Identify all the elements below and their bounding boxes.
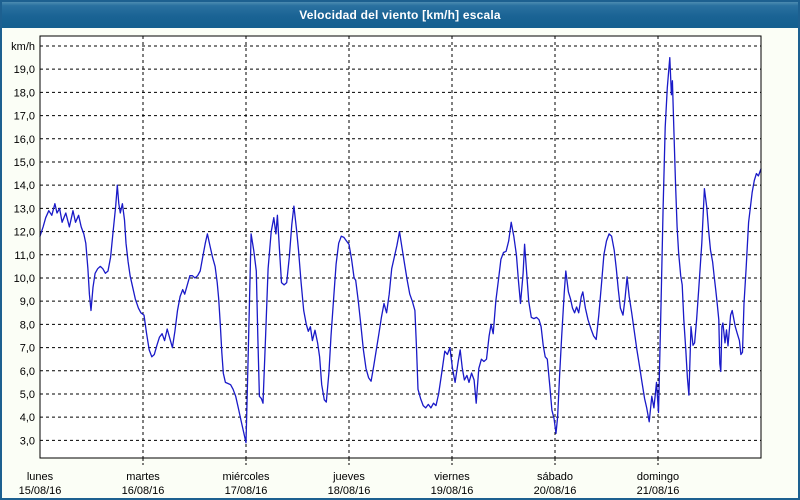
x-tick-day-label: martes [126,471,160,483]
wind-speed-line-chart: km/h 19,0 18,0 17,0 16,0 15,0 14,0 13,0 12,0 11,0… [11,35,762,497]
y-tick-label: 14,0 [14,180,35,192]
title-bar: Velocidad del viento [km/h] escala [2,2,798,28]
y-tick-label: 6,0 [20,366,35,378]
x-tick-date-label: 15/08/16 [19,485,62,497]
y-tick-label: 4,0 [20,412,35,424]
y-tick-label: 18,0 [14,87,35,99]
x-tick-date-label: 17/08/16 [225,485,268,497]
y-tick-label: 17,0 [14,111,35,123]
y-tick-label: 5,0 [20,389,35,401]
y-tick-label: 7,0 [20,343,35,355]
y-axis-unit-label: km/h [11,41,35,53]
x-tick-date-label: 20/08/16 [534,485,577,497]
x-tick-day-label: jueves [332,471,365,483]
x-tick-date-label: 21/08/16 [637,485,680,497]
plot-background [40,36,761,458]
y-tick-label: 9,0 [20,296,35,308]
x-tick-day-label: sábado [537,471,573,483]
y-tick-label: 10,0 [14,273,35,285]
chart-area: km/h 19,0 18,0 17,0 16,0 15,0 14,0 13,0 12,0 11,0… [2,28,798,498]
y-tick-label: 19,0 [14,64,35,76]
y-tick-label: 15,0 [14,157,35,169]
x-tick-day-label: lunes [27,471,54,483]
y-tick-label: 8,0 [20,319,35,331]
y-tick-label: 3,0 [20,435,35,447]
plot-border [39,35,762,459]
x-tick-date-label: 16/08/16 [122,485,165,497]
x-tick-day-label: viernes [434,471,470,483]
x-tick-day-label: domingo [637,471,679,483]
x-tick-date-label: 18/08/16 [328,485,371,497]
x-tick-date-label: 19/08/16 [431,485,474,497]
window-title: Velocidad del viento [km/h] escala [299,8,501,22]
y-tick-label: 12,0 [14,227,35,239]
y-tick-label: 11,0 [14,250,35,262]
wind-speed-line [39,56,762,444]
y-tick-label: 13,0 [14,203,35,215]
x-tick-day-label: miércoles [222,471,270,483]
y-tick-label: 16,0 [14,134,35,146]
